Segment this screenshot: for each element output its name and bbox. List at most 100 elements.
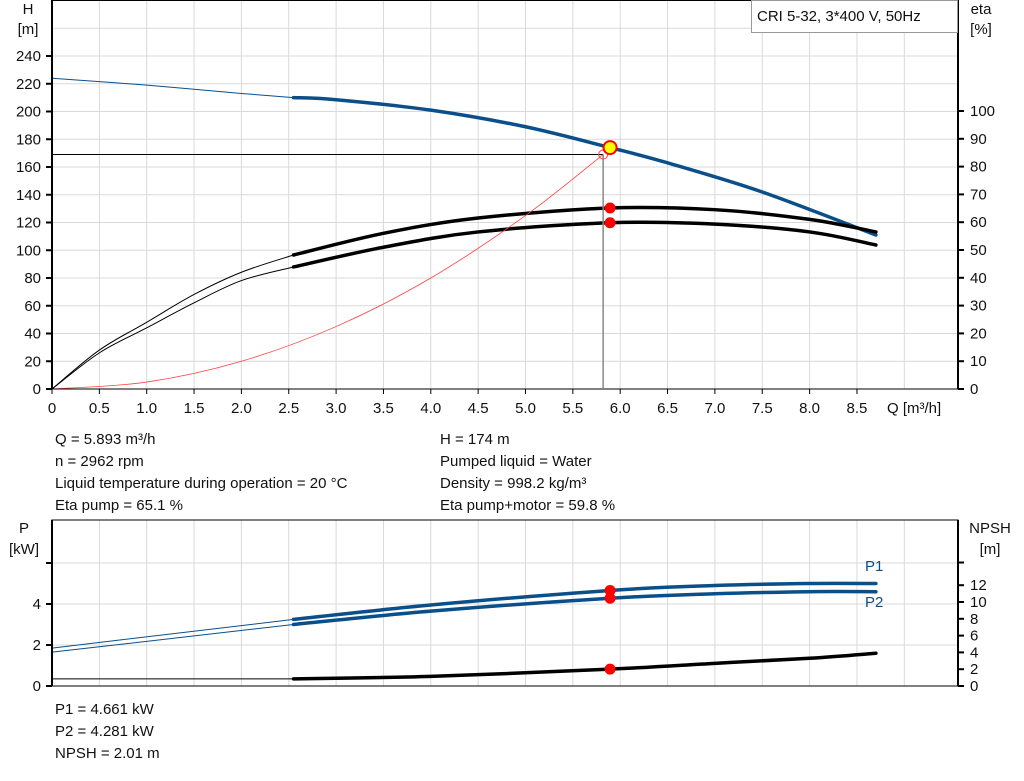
h-tick-label: 240: [16, 48, 41, 65]
h-tick-label: 80: [24, 270, 41, 287]
npsh-tick-label: 4: [970, 644, 978, 661]
x-tick-label: 8.5: [847, 400, 868, 417]
info-density: Density = 998.2 kg/m³: [440, 475, 587, 492]
npsh-tick-label: 12: [970, 577, 987, 594]
info-npsh: NPSH = 2.01 m: [55, 745, 160, 762]
x-tick-label: 0: [48, 400, 56, 417]
x-tick-label: 2.0: [231, 400, 252, 417]
bottom-grid: [52, 520, 958, 686]
eta_pump_motor-curve: [291, 220, 878, 269]
h-tick-label: 180: [16, 131, 41, 148]
eta-tick-label: 10: [970, 353, 987, 370]
NPSH-curve: [291, 651, 878, 681]
h-tick-label: 140: [16, 187, 41, 204]
duty-point-marker: [602, 140, 618, 156]
p-axis-unit: [kW]: [9, 541, 39, 558]
eta-tick-label: 30: [970, 298, 987, 315]
eta-axis-label: eta: [971, 1, 993, 18]
info-eta-pump: Eta pump = 65.1 %: [55, 497, 183, 514]
x-tick-label: 6.0: [610, 400, 631, 417]
bottom-plot-frame: [51, 519, 959, 687]
eta_pump-curve-thin: [51, 254, 294, 390]
info-speed: n = 2962 rpm: [55, 453, 144, 470]
x-tick-label: 3.0: [326, 400, 347, 417]
h-tick-label: 20: [24, 353, 41, 370]
p1-curve-label: P1: [865, 558, 883, 575]
eta-tick-label: 70: [970, 186, 987, 203]
x-tick-label: 2.5: [278, 400, 299, 417]
npsh-tick-label: 0: [970, 678, 978, 695]
eta-axis-unit: [%]: [970, 21, 992, 38]
npsh-axis-label: NPSH: [969, 520, 1011, 537]
x-tick-label: 6.5: [657, 400, 678, 417]
h-tick-label: 0: [33, 381, 41, 398]
h-tick-label: 60: [24, 298, 41, 315]
eta-tick-label: 40: [970, 270, 987, 287]
H-curve-thin: [51, 77, 294, 99]
info-head: H = 174 m: [440, 431, 510, 448]
P1-curve: [291, 581, 878, 622]
top-grid: [52, 0, 958, 389]
H-curve: [291, 95, 878, 237]
x-tick-label: 4.0: [420, 400, 441, 417]
p-tick-label: 4: [33, 596, 41, 613]
axes: 0 0.5 1.0 1.5 2.0 2.5 3.0 3.5 4.0 4.5 5.0 5.5 6.0 6.5…: [16, 0, 995, 695]
h-tick-label: 200: [16, 104, 41, 121]
P1-duty-point: [604, 584, 616, 596]
eta-duty-point: [604, 202, 616, 214]
P2-duty-point: [604, 592, 616, 604]
p-tick-label: 2: [33, 637, 41, 654]
npsh-tick-label: 6: [970, 628, 978, 645]
eta-tick-label: 60: [970, 214, 987, 231]
eta-tick-label: 100: [970, 103, 995, 120]
marks: [52, 140, 618, 675]
p2-curve-label: P2: [865, 594, 883, 611]
h-tick-label: 220: [16, 76, 41, 93]
curves: [51, 77, 878, 681]
P1-curve-thin: [51, 618, 294, 649]
x-tick-label: 5.0: [515, 400, 536, 417]
legend-title: CRI 5-32, 3*400 V, 50Hz: [757, 8, 921, 25]
x-tick-label: 0.5: [89, 400, 110, 417]
npsh-axis-unit: [m]: [980, 541, 1001, 558]
eta-tick-label: 90: [970, 131, 987, 148]
eta-tick-label: 20: [970, 325, 987, 342]
NPSH-duty-point: [604, 663, 616, 675]
h-tick-label: 160: [16, 159, 41, 176]
P2-curve: [291, 589, 878, 627]
npsh-tick-label: 8: [970, 611, 978, 628]
h-tick-label: 40: [24, 326, 41, 343]
npsh-tick-label: 2: [970, 661, 978, 678]
p-axis-label: P: [19, 520, 29, 537]
x-tick-label: 4.5: [468, 400, 489, 417]
p-tick-label: 0: [33, 678, 41, 695]
info-top-right: H = 174 m Pumped liquid = Water Density …: [440, 429, 615, 517]
legend-box: [751, 0, 958, 33]
info-top-left: Q = 5.893 m³/h n = 2962 rpm Liquid tempe…: [55, 429, 347, 517]
info-p1: P1 = 4.661 kW: [55, 701, 154, 718]
h-tick-label: 100: [16, 242, 41, 259]
info-pumped-liquid: Pumped liquid = Water: [440, 453, 592, 470]
info-liquid-temperature: Liquid temperature during operation = 20…: [55, 475, 348, 492]
x-tick-label: 8.0: [799, 400, 820, 417]
h-tick-label: 120: [16, 215, 41, 232]
system-curve-thin: [51, 154, 604, 390]
info-eta-pump-motor: Eta pump+motor = 59.8 %: [440, 497, 616, 514]
h-axis-label: H: [23, 1, 34, 18]
eta-duty-point: [604, 217, 616, 229]
h-axis-unit: [m]: [18, 21, 39, 38]
info-bottom: P1 = 4.661 kW P2 = 4.281 kW NPSH = 2.01 …: [55, 699, 160, 765]
x-tick-label: 1.0: [136, 400, 157, 417]
x-tick-label: 7.0: [704, 400, 725, 417]
P2-curve-thin: [51, 624, 294, 653]
info-p2: P2 = 4.281 kW: [55, 723, 154, 740]
eta-tick-label: 50: [970, 242, 987, 259]
info-flow: Q = 5.893 m³/h: [55, 431, 156, 448]
eta_pump_motor-curve-thin: [51, 266, 294, 390]
q-axis-label: Q [m³/h]: [887, 400, 941, 417]
x-tick-label: 3.5: [373, 400, 394, 417]
eta-tick-label: 0: [970, 381, 978, 398]
npsh-tick-label: 10: [970, 594, 987, 611]
x-tick-label: 7.5: [752, 400, 773, 417]
